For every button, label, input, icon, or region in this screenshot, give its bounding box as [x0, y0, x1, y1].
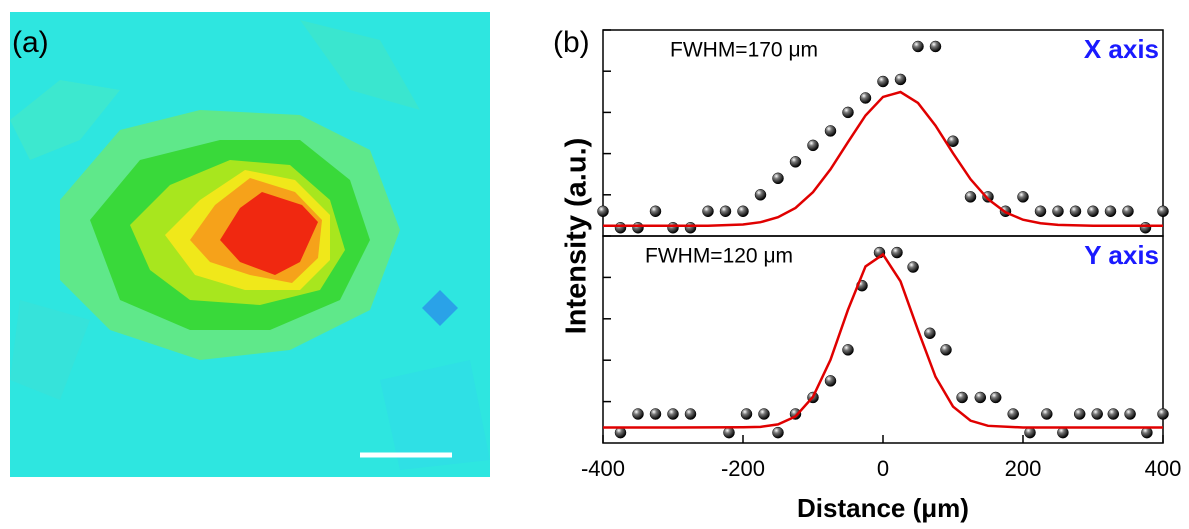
data-point — [719, 205, 732, 218]
data-point — [824, 375, 837, 387]
data-point — [929, 40, 942, 53]
data-point — [1124, 408, 1136, 420]
data-point — [684, 408, 697, 420]
x-tick-label: 400 — [1145, 456, 1182, 481]
data-point — [1091, 408, 1103, 420]
data-point — [1024, 426, 1036, 439]
data-point — [924, 327, 936, 340]
data-point — [1034, 205, 1047, 218]
data-point — [912, 40, 924, 53]
data-point — [1087, 205, 1099, 218]
data-point — [772, 426, 784, 439]
y-axis-title: Intensity (a.u.) — [561, 138, 593, 335]
data-point — [1057, 426, 1069, 439]
data-point — [877, 75, 889, 88]
x-tick-label: 200 — [1005, 456, 1042, 481]
data-point — [956, 391, 968, 404]
data-point — [1141, 426, 1153, 439]
data-point — [723, 426, 735, 439]
data-point — [842, 106, 854, 119]
data-point — [940, 344, 952, 356]
data-point — [974, 391, 987, 404]
data-point — [907, 261, 919, 273]
data-point — [894, 73, 907, 86]
data-point — [891, 246, 903, 259]
x-tick-label: -200 — [721, 456, 765, 481]
data-point — [597, 205, 609, 218]
data-point — [614, 426, 627, 439]
data-point — [649, 205, 662, 218]
panel-title: Y axis — [1084, 240, 1159, 270]
x-tick-label: 0 — [877, 456, 889, 481]
data-point — [1017, 191, 1029, 203]
data-point — [667, 408, 679, 420]
data-point — [684, 222, 697, 234]
data-point — [842, 344, 854, 356]
data-point — [1157, 205, 1169, 218]
panel-title: X axis — [1084, 34, 1159, 64]
data-point — [614, 222, 627, 234]
data-point — [632, 408, 644, 420]
data-point — [807, 139, 819, 152]
data-point — [1069, 205, 1082, 218]
data-point — [1073, 408, 1086, 420]
annotation: FWHM=170 μm — [670, 39, 818, 62]
data-point — [649, 408, 662, 420]
data-point — [632, 222, 644, 234]
data-point — [1122, 205, 1134, 218]
data-point — [964, 191, 977, 203]
data-point — [758, 408, 770, 420]
x-axis-title: Distance (μm) — [797, 493, 969, 523]
fit-line — [603, 252, 1163, 429]
data-point — [859, 92, 872, 104]
data-point — [667, 222, 679, 234]
data-point — [947, 135, 959, 147]
data-point — [1107, 408, 1120, 420]
data-point — [1139, 222, 1152, 234]
x-tick-label: -400 — [581, 456, 625, 481]
data-point — [1104, 205, 1117, 218]
data-point — [1052, 205, 1064, 218]
data-point — [740, 408, 753, 420]
data-point — [737, 205, 749, 218]
heatmap — [10, 12, 490, 477]
annotation: FWHM=120 μm — [645, 245, 793, 268]
data-point — [1041, 408, 1053, 420]
data-point — [772, 172, 784, 185]
data-point — [1007, 408, 1019, 420]
data-point — [1157, 408, 1169, 420]
data-point — [754, 189, 767, 201]
data-point — [789, 156, 802, 168]
data-point — [989, 391, 1002, 404]
panel-label: (a) — [12, 26, 49, 59]
data-point — [824, 125, 837, 137]
fit-line — [603, 90, 1163, 227]
panel-label: (b) — [553, 26, 590, 59]
data-point — [702, 205, 714, 218]
